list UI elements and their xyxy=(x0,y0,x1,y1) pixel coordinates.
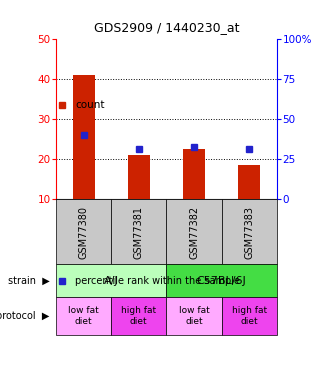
Text: high fat
diet: high fat diet xyxy=(121,306,156,326)
Text: GSM77382: GSM77382 xyxy=(189,206,199,260)
Text: strain  ▶: strain ▶ xyxy=(8,276,50,285)
Text: A/J: A/J xyxy=(104,276,118,285)
Text: count: count xyxy=(75,100,105,110)
Text: GSM77380: GSM77380 xyxy=(79,206,89,259)
Bar xyxy=(222,199,277,264)
Bar xyxy=(166,199,222,264)
Bar xyxy=(222,297,277,335)
Bar xyxy=(166,264,277,297)
Bar xyxy=(238,165,260,199)
Text: high fat
diet: high fat diet xyxy=(232,306,267,326)
Bar xyxy=(183,149,205,199)
Text: low fat
diet: low fat diet xyxy=(179,306,209,326)
Bar xyxy=(166,297,222,335)
Text: C57BL/6J: C57BL/6J xyxy=(197,276,246,285)
Text: percentile rank within the sample: percentile rank within the sample xyxy=(75,276,240,286)
Text: GSM77383: GSM77383 xyxy=(244,206,254,259)
Text: protocol  ▶: protocol ▶ xyxy=(0,311,50,321)
Text: GSM77381: GSM77381 xyxy=(134,206,144,259)
Bar xyxy=(56,264,166,297)
Bar xyxy=(56,199,111,264)
Bar xyxy=(73,75,95,199)
Bar xyxy=(56,297,111,335)
Bar xyxy=(111,297,166,335)
Text: GDS2909 / 1440230_at: GDS2909 / 1440230_at xyxy=(94,21,239,34)
Bar xyxy=(111,199,166,264)
Text: low fat
diet: low fat diet xyxy=(68,306,99,326)
Bar xyxy=(128,155,150,199)
